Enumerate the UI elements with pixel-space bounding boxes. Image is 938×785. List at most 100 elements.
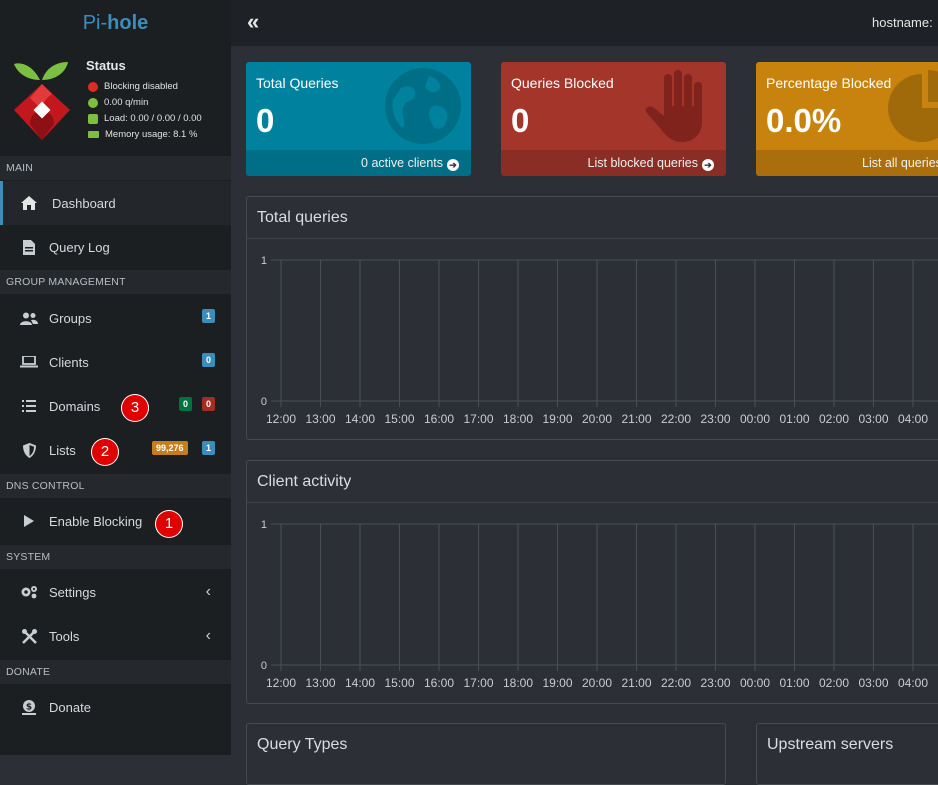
stat-title: Queries Blocked xyxy=(511,75,614,91)
total-queries-panel: Total queries 1 0 12:00 13:00 14:00 15:00 16:0… xyxy=(246,196,938,440)
sidebar-toggle-button[interactable]: « xyxy=(247,9,259,34)
sidebar-item-settings[interactable]: Settings ‹ xyxy=(0,570,231,614)
status-memory: Memory usage: 8.1 % xyxy=(88,129,197,140)
chevron-left-icon: ‹ xyxy=(205,583,211,600)
status-rate: 0.00 q/min xyxy=(88,97,148,108)
home-icon xyxy=(20,195,38,211)
annotation-marker-2: 2 xyxy=(91,438,119,466)
groups-count-badge: 1 xyxy=(202,309,216,323)
section-main: MAIN xyxy=(0,156,231,180)
x-tick-label: 22:00 xyxy=(661,676,691,690)
lists-count-badge: 1 xyxy=(202,441,216,455)
x-tick-label: 04:00 xyxy=(898,412,928,426)
x-tick-label: 01:00 xyxy=(779,412,809,426)
svg-text:$: $ xyxy=(26,702,32,712)
x-tick-label: 21:00 xyxy=(621,412,651,426)
pie-chart-icon xyxy=(888,70,938,142)
x-tick-label: 02:00 xyxy=(819,412,849,426)
play-icon xyxy=(20,513,38,529)
brand-logo-text[interactable]: Pi-hole xyxy=(0,0,231,46)
active-clients-link[interactable]: 0 active clients ➔ xyxy=(246,150,471,176)
gears-icon xyxy=(20,584,38,600)
upstream-servers-panel: Upstream servers xyxy=(756,723,938,785)
x-tick-label: 22:00 xyxy=(661,412,691,426)
status-check-icon xyxy=(88,97,98,108)
panel-title: Query Types xyxy=(257,736,348,753)
x-tick-label: 23:00 xyxy=(700,676,730,690)
brand-suffix: hole xyxy=(107,11,149,34)
section-donate: DONATE xyxy=(0,660,231,684)
list-icon xyxy=(20,398,38,414)
list-all-queries-link[interactable]: List all queries xyxy=(756,150,938,176)
x-tick-label: 12:00 xyxy=(266,412,296,426)
pihole-logo-icon xyxy=(14,62,70,140)
y-tick-label: 1 xyxy=(261,255,267,267)
y-tick-label: 0 xyxy=(261,396,267,408)
x-tick-label: 19:00 xyxy=(542,412,572,426)
tools-icon xyxy=(20,628,38,644)
client-activity-panel: Client activity 1 0 12:00 13:00 14:00 15:00 16… xyxy=(246,460,938,704)
arrow-right-circle-icon: ➔ xyxy=(447,159,459,171)
section-system: SYSTEM xyxy=(0,545,231,569)
status-title: Status xyxy=(86,58,126,73)
chevron-left-icon: ‹ xyxy=(205,627,211,644)
x-tick-label: 20:00 xyxy=(582,676,612,690)
panel-title: Total queries xyxy=(257,209,348,226)
stat-percentage-blocked: Percentage Blocked 0.0% List all queries xyxy=(756,62,938,176)
hostname-label: hostname: xyxy=(872,15,933,30)
domains-deny-badge: 0 xyxy=(202,397,216,411)
x-tick-label: 14:00 xyxy=(345,676,375,690)
client-activity-chart: 1 0 12:00 13:00 14:00 15:00 16:00 17:00 18:00 19:… xyxy=(261,519,938,690)
domains-allow-badge: 0 xyxy=(179,397,193,411)
sidebar-item-groups[interactable]: Groups 1 xyxy=(0,296,231,340)
list-blocked-queries-link[interactable]: List blocked queries ➔ xyxy=(501,150,726,176)
x-tick-label: 02:00 xyxy=(819,676,849,690)
globe-icon xyxy=(385,68,461,144)
panel-title: Upstream servers xyxy=(767,736,894,753)
x-tick-label: 21:00 xyxy=(621,676,651,690)
sidebar-item-tools[interactable]: Tools ‹ xyxy=(0,614,231,658)
stat-total-queries: Total Queries 0 0 active clients ➔ xyxy=(246,62,471,176)
shield-icon xyxy=(20,442,38,458)
panel-title: Client activity xyxy=(257,473,352,490)
lists-domain-count-badge: 99,276 xyxy=(152,441,188,455)
laptop-icon xyxy=(20,354,38,370)
x-tick-label: 00:00 xyxy=(740,676,770,690)
top-navbar: « hostname: xyxy=(231,0,938,46)
file-icon xyxy=(20,239,38,255)
arrow-right-circle-icon: ➔ xyxy=(702,159,714,171)
x-tick-label: 15:00 xyxy=(384,676,414,690)
sidebar: Pi-hole Status Blocking disabled 0.00 q/… xyxy=(0,0,231,755)
clients-count-badge: 0 xyxy=(202,353,216,367)
x-tick-label: 00:00 xyxy=(740,412,770,426)
annotation-marker-1: 1 xyxy=(155,510,183,538)
sidebar-item-clients[interactable]: Clients 0 xyxy=(0,340,231,384)
x-tick-label: 13:00 xyxy=(305,676,335,690)
stat-title: Total Queries xyxy=(256,75,339,91)
stat-value: 0.0% xyxy=(766,102,842,139)
status-load: Load: 0.00 / 0.00 / 0.00 xyxy=(88,113,202,124)
sidebar-item-lists[interactable]: Lists 2 99,276 1 xyxy=(0,428,231,472)
section-group-management: GROUP MANAGEMENT xyxy=(0,270,231,294)
x-tick-label: 16:00 xyxy=(424,676,454,690)
stat-title: Percentage Blocked xyxy=(766,75,892,91)
users-icon xyxy=(20,310,38,326)
sidebar-item-domains[interactable]: Domains 3 0 0 xyxy=(0,384,231,428)
x-tick-label: 19:00 xyxy=(542,676,572,690)
sidebar-item-donate[interactable]: $ Donate xyxy=(0,685,231,729)
x-tick-label: 13:00 xyxy=(305,412,335,426)
sidebar-item-dashboard[interactable]: Dashboard xyxy=(0,181,231,225)
stat-value: 0 xyxy=(511,102,530,139)
y-tick-label: 0 xyxy=(261,660,267,672)
stat-queries-blocked: Queries Blocked 0 List blocked queries ➔ xyxy=(501,62,726,176)
x-tick-label: 18:00 xyxy=(503,676,533,690)
sidebar-item-enable-blocking[interactable]: Enable Blocking 1 xyxy=(0,499,231,543)
x-tick-label: 20:00 xyxy=(582,412,612,426)
x-tick-label: 15:00 xyxy=(384,412,414,426)
cpu-icon xyxy=(88,113,98,124)
x-tick-label: 04:00 xyxy=(898,676,928,690)
status-blocking: Blocking disabled xyxy=(88,81,178,92)
sidebar-item-query-log[interactable]: Query Log xyxy=(0,225,231,269)
hand-icon xyxy=(645,70,702,142)
brand-prefix: Pi- xyxy=(82,11,108,34)
